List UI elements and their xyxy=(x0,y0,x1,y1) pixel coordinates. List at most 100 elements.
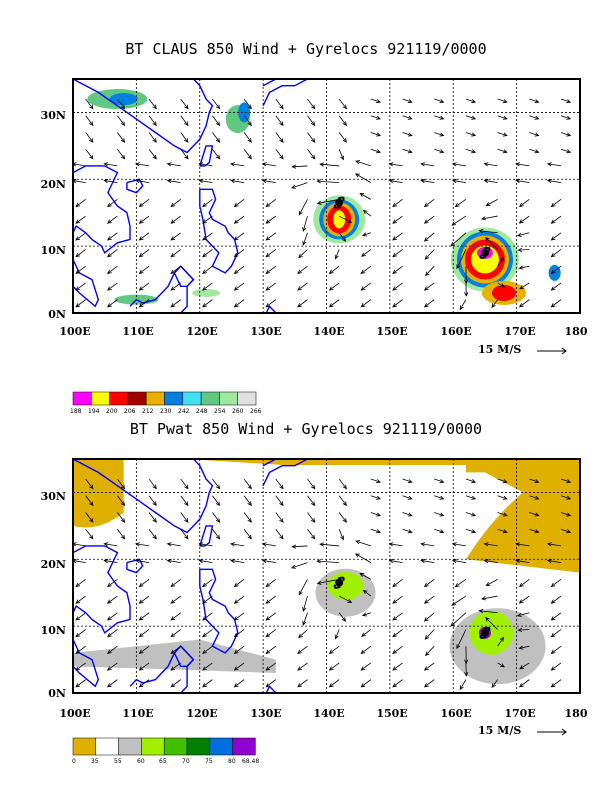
wind-vector-head xyxy=(392,599,397,604)
wind-vector xyxy=(199,163,213,167)
wind-vector xyxy=(234,282,245,291)
wind-vector xyxy=(338,529,344,540)
wind-vector xyxy=(291,182,308,189)
wind-vector-head xyxy=(392,269,397,274)
colorbar-label: 206 xyxy=(124,408,136,415)
wind-vector xyxy=(107,662,118,671)
pwat-shading-dry xyxy=(187,459,580,573)
wind-vector-head xyxy=(265,236,271,241)
wind-vector-head xyxy=(550,219,556,224)
wind-vector-head xyxy=(107,236,112,241)
wind-vector xyxy=(497,637,504,647)
wind-vector-head xyxy=(265,303,271,308)
wind-vector-head xyxy=(360,666,366,671)
wind-vector-head xyxy=(138,582,144,588)
wind-vector-head xyxy=(166,558,172,564)
coastline xyxy=(199,525,214,547)
lon-label-110e: 110E xyxy=(122,707,154,720)
wind-vector xyxy=(75,679,86,688)
lon-label-150e: 150E xyxy=(376,325,408,338)
coastline xyxy=(265,685,277,694)
cloud-shading xyxy=(327,205,352,234)
wind-vector xyxy=(72,180,86,184)
wind-vector xyxy=(389,543,403,547)
wind-vector-head xyxy=(518,582,524,588)
wind-vector xyxy=(170,645,181,654)
wind-vector-head xyxy=(107,269,112,274)
wind-vector xyxy=(392,629,403,638)
wind-vector-head xyxy=(170,599,176,604)
bottom-panel-title: BT Pwat 850 Wind + Gyrelocs 921119/0000 xyxy=(129,420,483,438)
lon-label-180: 180 xyxy=(564,707,588,720)
wind-vector-head xyxy=(184,154,189,160)
wind-vector xyxy=(519,199,530,207)
wind-vector-head xyxy=(347,598,353,603)
wind-vector-head xyxy=(103,558,109,564)
wind-vector-head xyxy=(215,104,221,110)
wind-vector-head xyxy=(388,558,394,564)
wind-vector xyxy=(262,180,276,184)
wind-vector-head xyxy=(423,683,429,688)
wind-vector xyxy=(275,148,284,160)
wind-vector xyxy=(338,512,347,523)
wind-vector xyxy=(434,495,444,500)
wind-vector-head xyxy=(75,202,81,208)
wind-vector xyxy=(497,132,508,136)
wind-vector-head xyxy=(546,178,552,184)
wind-vector-head xyxy=(499,256,504,262)
wind-vector xyxy=(434,528,444,533)
wind-vector-head xyxy=(152,104,157,110)
wind-vector-head xyxy=(107,252,112,258)
coastline xyxy=(126,178,144,194)
wind-vector-head xyxy=(138,683,144,688)
wind-vector xyxy=(338,115,347,126)
wind-vector xyxy=(234,265,245,274)
wind-vector xyxy=(234,249,245,258)
wind-vector-head xyxy=(215,484,221,490)
wind-vector-head xyxy=(233,269,239,274)
pwat-shading-purple xyxy=(478,626,491,639)
wind-vector-head xyxy=(566,115,572,120)
wind-vector-head xyxy=(302,240,307,246)
wind-vector-head xyxy=(89,104,94,110)
colorbar-swatch xyxy=(72,737,97,756)
wind-vector-head xyxy=(464,672,469,677)
wind-vector xyxy=(180,132,189,143)
wind-vector xyxy=(243,148,252,160)
wind-vector xyxy=(104,180,118,184)
wind-vector xyxy=(359,193,372,200)
wind-vector xyxy=(560,512,571,516)
wind-vector xyxy=(497,512,508,516)
wind-vector xyxy=(516,163,530,167)
wind-vector-head xyxy=(75,303,81,308)
wind-vector-head xyxy=(420,162,426,167)
wind-vector-head xyxy=(316,200,322,205)
wind-vector xyxy=(335,629,340,639)
lat-label-30n: 30N xyxy=(40,109,66,122)
wind-vector-head xyxy=(107,599,112,604)
wind-vector xyxy=(265,249,277,258)
wind-vector xyxy=(491,299,498,308)
wind-vector-head xyxy=(407,149,413,154)
wind-vector xyxy=(107,215,118,224)
wind-vector-head xyxy=(298,253,303,259)
wind-vector-head xyxy=(107,219,112,224)
wind-vector-head xyxy=(423,202,429,208)
wind-vector xyxy=(551,662,562,671)
wind-vector-head xyxy=(103,162,109,167)
wind-vector xyxy=(516,180,530,184)
wind-vector xyxy=(180,512,189,523)
cloud-shading xyxy=(333,210,346,229)
wind-vector xyxy=(424,299,435,308)
wind-vector xyxy=(486,578,498,586)
wind-vector xyxy=(338,478,347,489)
cloud-shading xyxy=(481,280,526,305)
coastline xyxy=(262,78,308,107)
wind-vector xyxy=(516,543,530,547)
wind-vector-head xyxy=(420,558,426,564)
wind-vector xyxy=(560,98,571,103)
lon-label-120e: 120E xyxy=(186,325,218,338)
wind-vector xyxy=(107,629,118,638)
wind-vector-head xyxy=(534,99,540,104)
wind-vector xyxy=(212,512,220,523)
